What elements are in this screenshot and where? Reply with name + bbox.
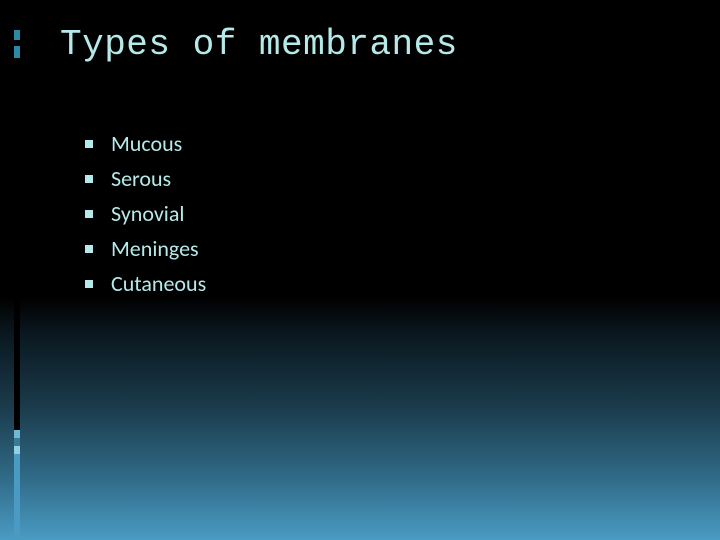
bullet-list: Mucous Serous Synovial Meninges Cutaneou… xyxy=(85,130,206,305)
list-item-label: Synovial xyxy=(111,200,184,227)
accent-strip xyxy=(14,0,20,540)
square-bullet-icon xyxy=(85,140,93,148)
list-item: Meninges xyxy=(85,235,206,262)
list-item-label: Meninges xyxy=(111,235,199,262)
square-bullet-icon xyxy=(85,245,93,253)
list-item-label: Serous xyxy=(111,165,171,192)
slide: Types of membranes Mucous Serous Synovia… xyxy=(0,0,720,540)
list-item-label: Cutaneous xyxy=(111,270,206,297)
square-bullet-icon xyxy=(85,175,93,183)
list-item: Synovial xyxy=(85,200,206,227)
square-bullet-icon xyxy=(85,280,93,288)
square-bullet-icon xyxy=(85,210,93,218)
slide-title: Types of membranes xyxy=(60,24,458,65)
list-item: Serous xyxy=(85,165,206,192)
list-item-label: Mucous xyxy=(111,130,182,157)
list-item: Mucous xyxy=(85,130,206,157)
list-item: Cutaneous xyxy=(85,270,206,297)
